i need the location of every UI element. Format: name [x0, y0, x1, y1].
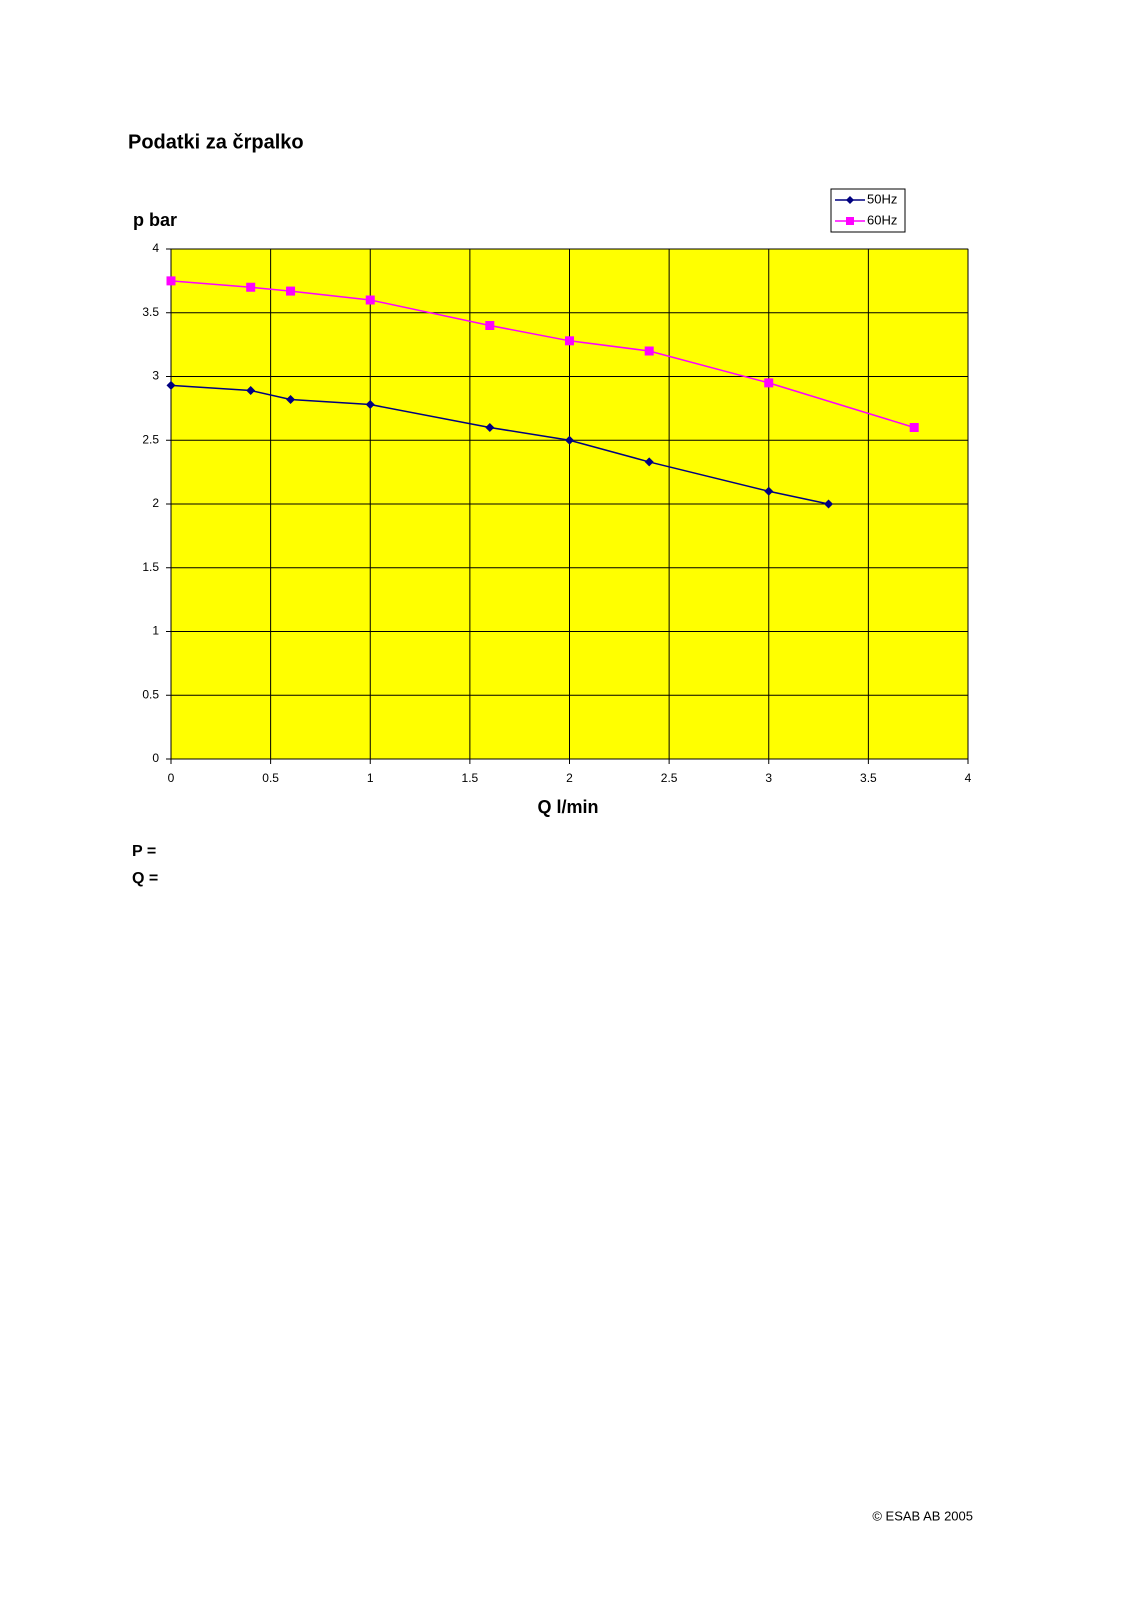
- marker: [246, 386, 256, 396]
- x-tick-label: 1: [367, 771, 374, 785]
- y-tick-label: 2: [152, 496, 159, 510]
- marker: [565, 336, 574, 346]
- legend-label: 50Hz: [867, 191, 897, 206]
- marker: [909, 423, 919, 432]
- x-tick-label: 1.5: [462, 771, 479, 785]
- x-tick-label: 2: [566, 771, 573, 785]
- legend-box: [830, 188, 906, 233]
- y-tick-label: 1.5: [142, 560, 159, 574]
- footer: © ESAB AB 2005: [872, 1508, 973, 1523]
- marker: [286, 394, 296, 404]
- y-tick-label: 1: [152, 624, 159, 638]
- x-tick-label: 3: [765, 771, 772, 785]
- y-tick-label: 4: [152, 241, 159, 255]
- marker: [485, 321, 495, 330]
- marker: [824, 499, 834, 509]
- y-tick-label: 0.5: [142, 687, 159, 701]
- marker: [365, 400, 375, 410]
- field-label: P =: [132, 843, 156, 860]
- x-axis-label: Q l/min: [537, 797, 598, 817]
- marker: [286, 286, 296, 296]
- marker: [764, 378, 774, 388]
- marker: [846, 217, 854, 225]
- marker: [166, 276, 176, 286]
- marker: [565, 435, 574, 445]
- y-tick-label: 0: [152, 751, 159, 765]
- y-tick-label: 2.5: [142, 432, 159, 446]
- marker: [644, 457, 654, 467]
- x-tick-label: 0.5: [262, 771, 279, 785]
- y-tick-label: 3.5: [142, 305, 159, 319]
- x-tick-label: 0: [168, 771, 175, 785]
- y-axis-label: p bar: [133, 210, 177, 230]
- x-tick-label: 4: [965, 771, 972, 785]
- marker: [246, 282, 256, 292]
- x-tick-label: 3.5: [860, 771, 877, 785]
- marker: [764, 486, 774, 496]
- y-tick-label: 3: [152, 369, 159, 383]
- page-title: Podatki za črpalko: [128, 131, 304, 153]
- field-label: Q =: [132, 870, 158, 887]
- x-tick-label: 2.5: [661, 771, 678, 785]
- marker: [644, 346, 654, 356]
- marker: [846, 196, 854, 204]
- marker: [365, 295, 375, 305]
- marker: [485, 423, 495, 432]
- marker: [166, 380, 176, 390]
- legend-label: 60Hz: [867, 212, 897, 227]
